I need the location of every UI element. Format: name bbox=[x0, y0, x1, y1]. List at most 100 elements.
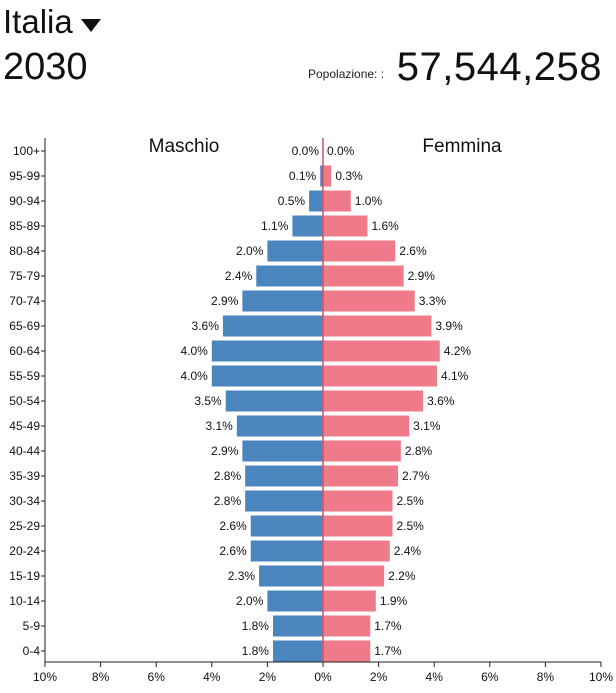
female-value-label: 1.7% bbox=[374, 644, 402, 658]
male-bar bbox=[211, 365, 323, 387]
male-value-label: 2.3% bbox=[228, 569, 256, 583]
age-group-label: 15-19 bbox=[9, 569, 40, 583]
male-bar bbox=[225, 390, 323, 412]
male-bar bbox=[272, 615, 323, 637]
x-tick-label: 8% bbox=[537, 670, 555, 684]
male-bar bbox=[222, 315, 323, 337]
male-bar bbox=[259, 565, 323, 587]
x-tick-label: 6% bbox=[148, 670, 166, 684]
male-value-label: 1.1% bbox=[261, 219, 289, 233]
age-group-label: 90-94 bbox=[9, 194, 40, 208]
female-value-label: 2.6% bbox=[399, 244, 427, 258]
female-value-label: 3.1% bbox=[413, 419, 441, 433]
country-selector[interactable]: Italia bbox=[3, 0, 101, 44]
male-bar bbox=[236, 415, 323, 437]
female-value-label: 1.6% bbox=[371, 219, 399, 233]
female-value-label: 2.9% bbox=[408, 269, 436, 283]
male-value-label: 3.5% bbox=[194, 394, 222, 408]
x-tick-label: 4% bbox=[203, 670, 221, 684]
female-bar bbox=[323, 240, 396, 262]
female-value-label: 2.5% bbox=[397, 494, 425, 508]
female-value-label: 1.9% bbox=[380, 594, 408, 608]
population-value: 57,544,258 bbox=[396, 45, 602, 89]
male-bar bbox=[256, 265, 323, 287]
female-bar bbox=[323, 365, 437, 387]
age-group-label: 100+ bbox=[13, 144, 40, 158]
age-group-label: 20-24 bbox=[9, 544, 40, 558]
male-value-label: 0.0% bbox=[292, 144, 320, 158]
age-group-label: 25-29 bbox=[9, 519, 40, 533]
female-value-label: 0.3% bbox=[335, 169, 363, 183]
age-group-label: 40-44 bbox=[9, 444, 40, 458]
female-bar bbox=[323, 340, 440, 362]
female-bar bbox=[323, 640, 371, 662]
female-bar bbox=[323, 515, 393, 537]
x-tick-label: 2% bbox=[370, 670, 388, 684]
age-group-label: 55-59 bbox=[9, 369, 40, 383]
age-group-label: 5-9 bbox=[23, 619, 41, 633]
male-value-label: 4.0% bbox=[180, 369, 208, 383]
male-bar bbox=[272, 640, 323, 662]
female-bar bbox=[323, 440, 401, 462]
male-value-label: 0.1% bbox=[289, 169, 317, 183]
male-value-label: 3.1% bbox=[205, 419, 233, 433]
female-value-label: 2.2% bbox=[388, 569, 416, 583]
x-tick-label: 0% bbox=[314, 670, 332, 684]
female-value-label: 2.5% bbox=[397, 519, 425, 533]
female-bar bbox=[323, 490, 393, 512]
female-value-label: 2.7% bbox=[402, 469, 430, 483]
female-bar bbox=[323, 290, 415, 312]
female-value-label: 3.3% bbox=[419, 294, 447, 308]
male-bar bbox=[242, 290, 323, 312]
female-bar bbox=[323, 265, 404, 287]
female-value-label: 1.0% bbox=[355, 194, 383, 208]
x-tick-label: 8% bbox=[92, 670, 110, 684]
male-bar bbox=[211, 340, 323, 362]
male-value-label: 2.6% bbox=[219, 544, 247, 558]
country-name: Italia bbox=[3, 3, 73, 40]
female-value-label: 1.7% bbox=[374, 619, 402, 633]
male-series-label: Maschio bbox=[149, 136, 220, 157]
male-bar bbox=[267, 240, 323, 262]
population-label: Popolazione: : bbox=[308, 67, 385, 81]
female-value-label: 2.8% bbox=[405, 444, 433, 458]
age-group-label: 45-49 bbox=[9, 419, 40, 433]
female-bar bbox=[323, 590, 376, 612]
male-value-label: 2.8% bbox=[214, 494, 242, 508]
female-bar bbox=[323, 390, 424, 412]
male-bar bbox=[250, 515, 323, 537]
female-bar bbox=[323, 215, 368, 237]
female-value-label: 2.4% bbox=[394, 544, 422, 558]
male-bar bbox=[245, 490, 323, 512]
male-value-label: 2.9% bbox=[211, 444, 239, 458]
male-value-label: 2.0% bbox=[236, 594, 264, 608]
female-bar bbox=[323, 165, 332, 187]
year-label: 2030 bbox=[3, 46, 88, 88]
female-bar bbox=[323, 315, 432, 337]
male-value-label: 2.0% bbox=[236, 244, 264, 258]
age-group-label: 10-14 bbox=[9, 594, 40, 608]
age-group-label: 85-89 bbox=[9, 219, 40, 233]
female-value-label: 4.1% bbox=[441, 369, 469, 383]
female-value-label: 0.0% bbox=[327, 144, 355, 158]
caret-down-icon[interactable] bbox=[80, 18, 101, 32]
male-value-label: 2.6% bbox=[219, 519, 247, 533]
female-bar bbox=[323, 465, 399, 487]
female-bar bbox=[323, 615, 371, 637]
male-bar bbox=[320, 165, 323, 187]
female-series-label: Femmina bbox=[422, 136, 502, 157]
female-value-label: 4.2% bbox=[444, 344, 472, 358]
x-tick-label: 10% bbox=[33, 670, 57, 684]
male-value-label: 4.0% bbox=[180, 344, 208, 358]
female-bar bbox=[323, 565, 385, 587]
female-bar bbox=[323, 190, 351, 212]
female-value-label: 3.9% bbox=[435, 319, 463, 333]
age-group-label: 30-34 bbox=[9, 494, 40, 508]
male-bar bbox=[245, 465, 323, 487]
female-bar bbox=[323, 540, 390, 562]
age-group-label: 95-99 bbox=[9, 169, 40, 183]
female-bar bbox=[323, 415, 410, 437]
age-group-label: 75-79 bbox=[9, 269, 40, 283]
age-group-label: 70-74 bbox=[9, 294, 40, 308]
male-value-label: 2.9% bbox=[211, 294, 239, 308]
